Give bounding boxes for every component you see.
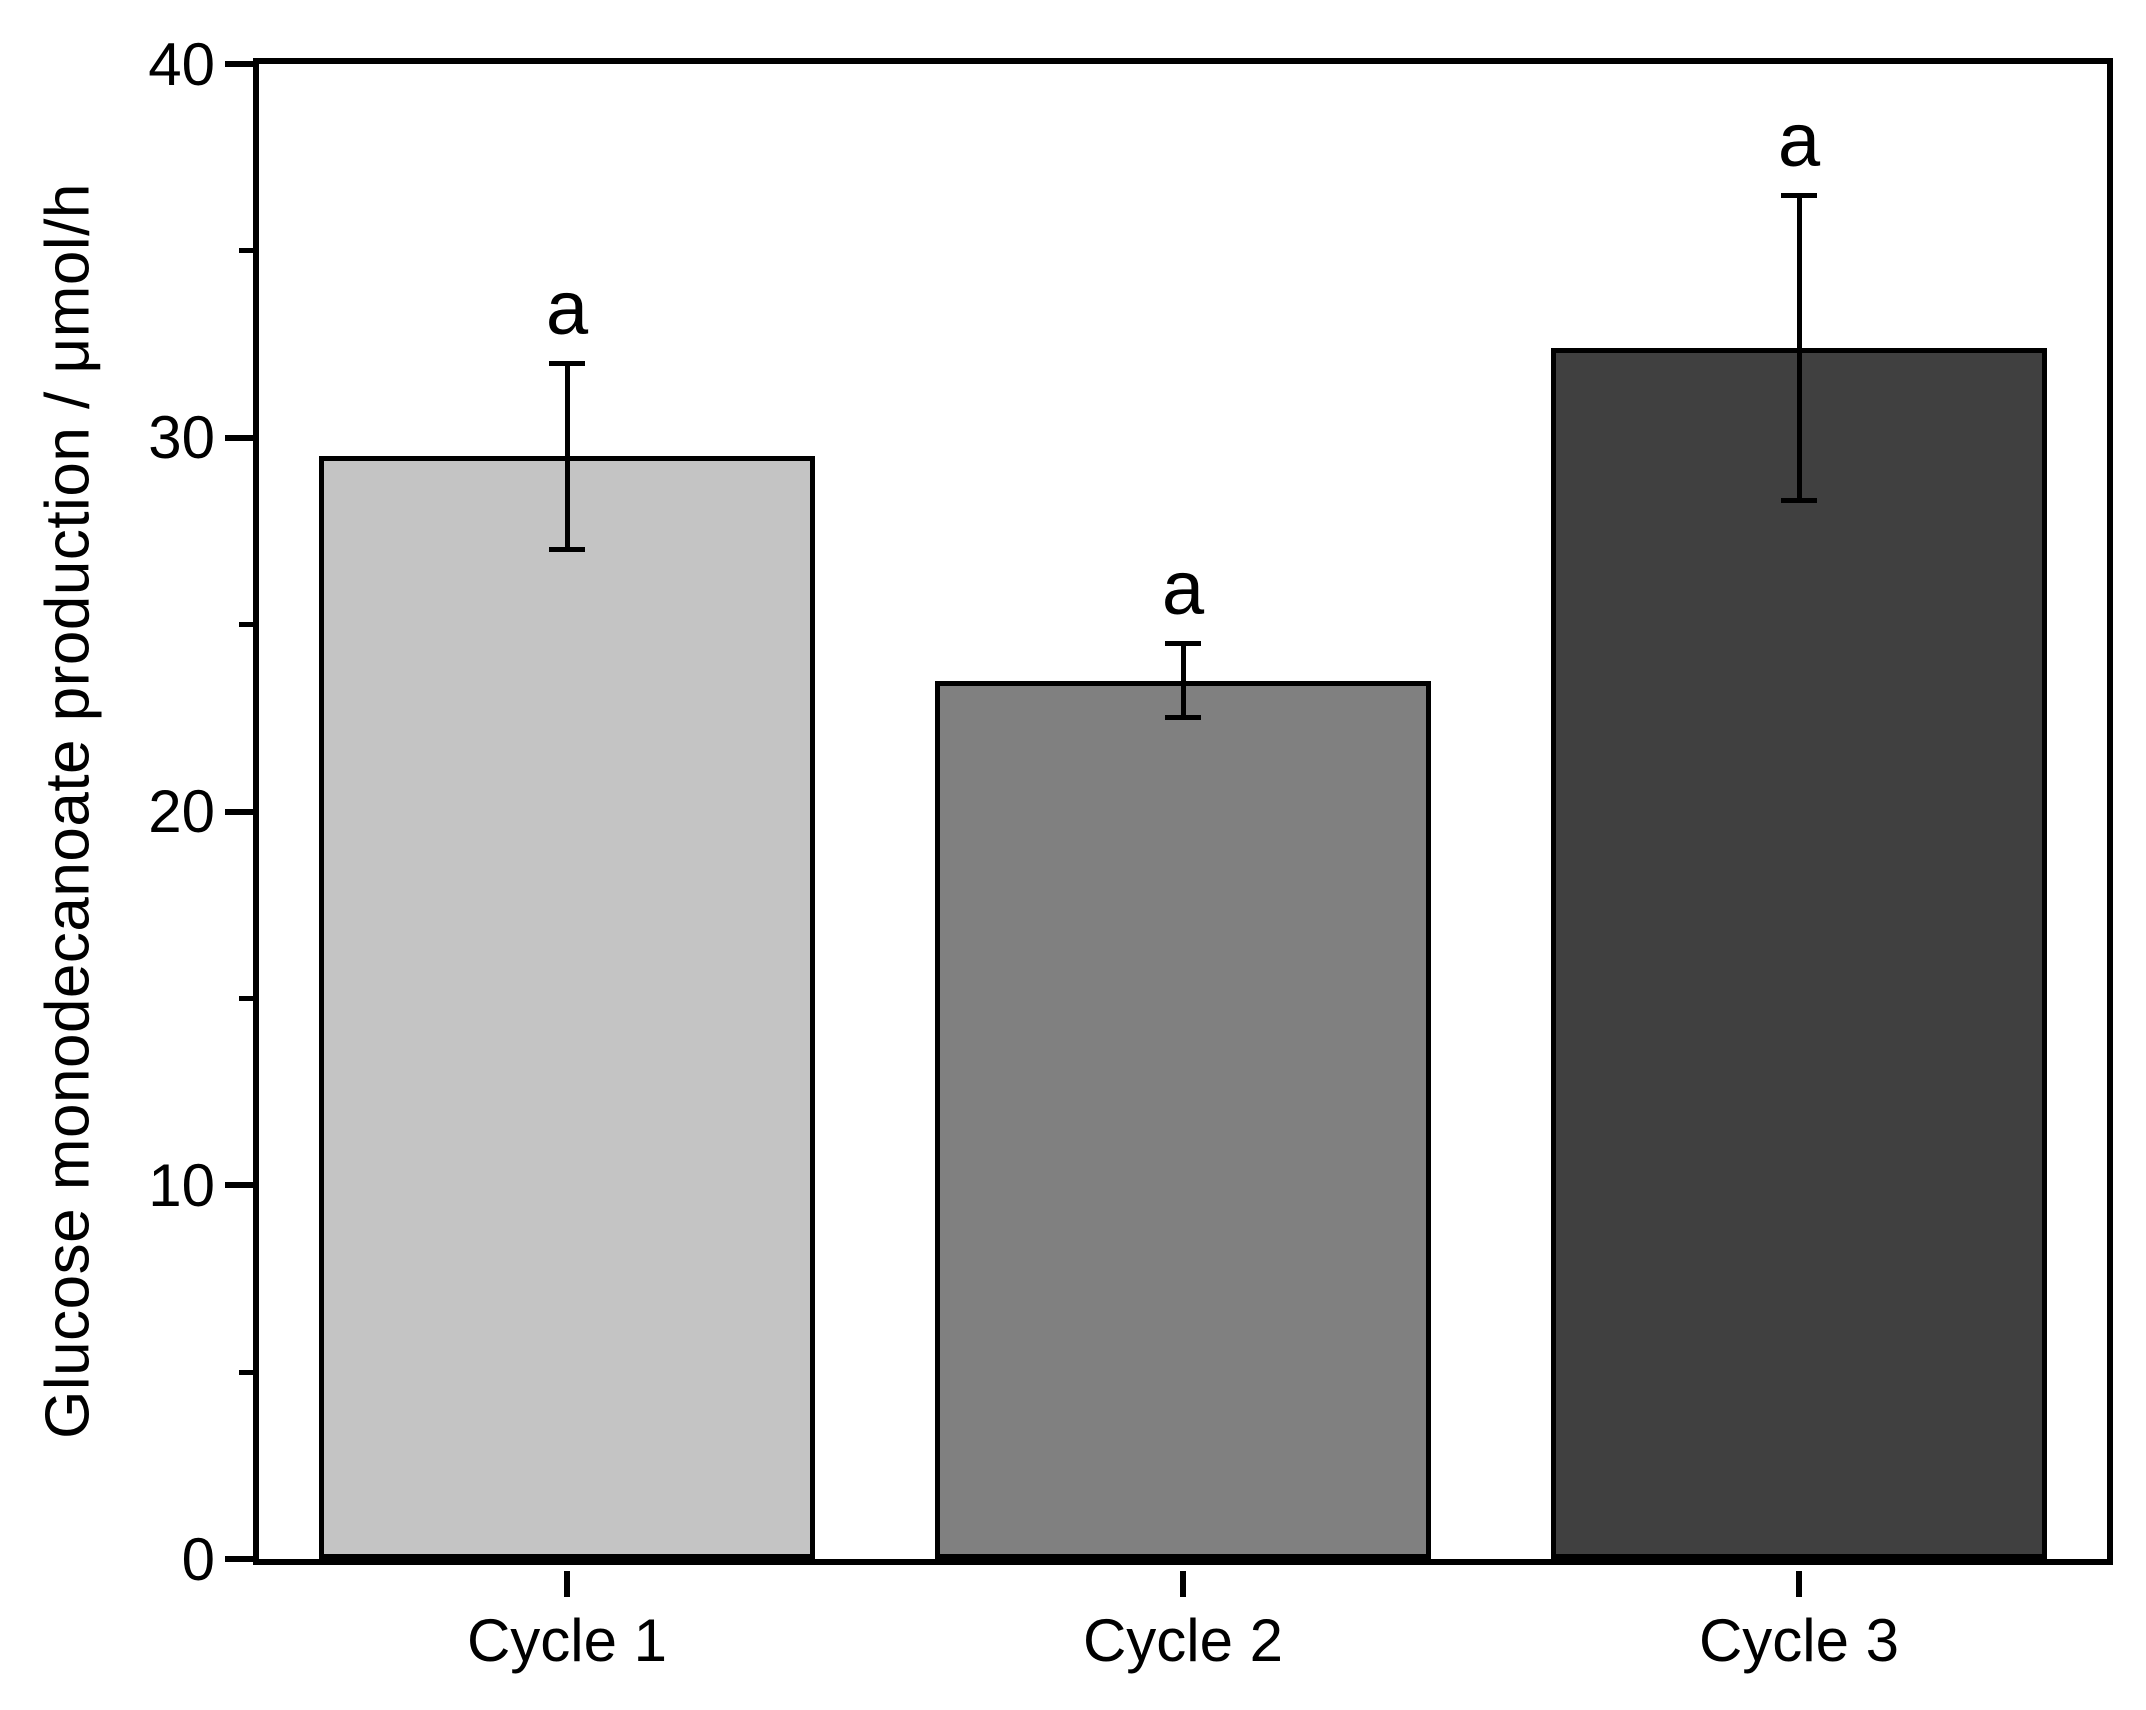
x-axis-category-label: Cycle 1	[466, 1607, 668, 1674]
y-axis-major-tick	[225, 61, 253, 67]
error-bar-line	[564, 363, 570, 550]
error-bar-line	[1796, 194, 1802, 502]
error-bar-bottom-cap	[1165, 715, 1201, 721]
bar-cycle-1	[319, 456, 815, 1559]
y-axis-tick-label: 0	[181, 1525, 215, 1593]
x-axis-tick	[564, 1571, 570, 1597]
y-axis-tick-label: 10	[148, 1151, 215, 1219]
y-axis-major-tick	[225, 1182, 253, 1189]
error-bar-bottom-cap	[549, 546, 585, 552]
error-bar-top-cap	[549, 361, 585, 366]
y-axis-major-tick	[225, 808, 253, 815]
error-bar-bottom-cap	[1781, 498, 1817, 504]
y-axis-tick-label: 40	[148, 30, 215, 98]
y-axis-major-tick	[225, 1556, 253, 1562]
y-axis-tick-label: 30	[148, 404, 215, 472]
significance-label: a	[1161, 546, 1205, 632]
y-axis-minor-tick	[239, 1369, 253, 1375]
x-axis-category-label: Cycle 3	[1698, 1607, 1900, 1674]
y-axis-tick-label: 20	[148, 778, 215, 845]
error-bar-line	[1180, 643, 1186, 719]
error-bar-top-cap	[1781, 192, 1817, 198]
significance-label: a	[545, 266, 589, 351]
y-axis-major-tick	[225, 434, 253, 441]
error-bar-top-cap	[1165, 641, 1201, 647]
plot-area: 0 10 20 30 40 a Cycle 1 a Cycle 2 a Cycle 3	[148, 31, 2113, 1671]
y-axis-minor-tick	[239, 622, 253, 628]
bar-cycle-3	[1551, 348, 2047, 1559]
x-axis-category-label: Cycle 2	[1082, 1607, 1284, 1674]
y-axis-minor-tick	[239, 995, 253, 1001]
bar-cycle-2	[935, 680, 1431, 1559]
x-axis-tick	[1180, 1571, 1186, 1597]
x-axis-tick	[1796, 1571, 1802, 1597]
significance-label: a	[1777, 97, 1821, 183]
y-axis-minor-tick	[239, 248, 253, 254]
